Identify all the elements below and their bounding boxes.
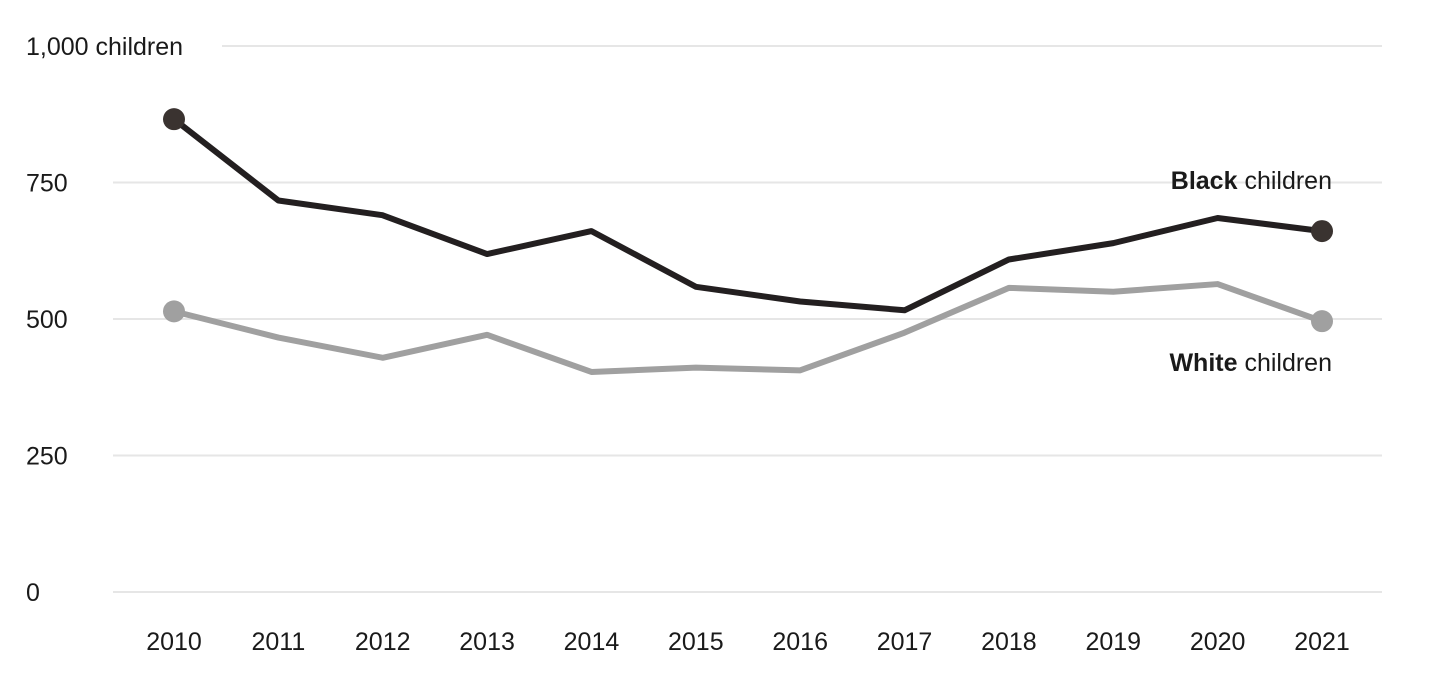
x-tick-label: 2021 [1294,628,1350,656]
y-tick-label: 1,000 children [26,33,183,61]
y-tick-label: 250 [26,443,68,471]
series-marker-black [163,108,185,131]
series-line-white [171,281,1325,375]
x-tick-label: 2020 [1190,628,1246,656]
x-tick-label: 2017 [877,628,933,656]
x-tick-label: 2010 [146,628,202,656]
series-marker-black [1311,220,1333,243]
y-tick-label: 750 [26,170,68,198]
x-axis-ticks: 2010 2011 2012 2013 2014 2015 2016 2017 2018 2019… [146,628,1350,656]
x-tick-label: 2014 [564,628,620,656]
y-axis-ticks: 0 250 500 750 1,000 children [26,33,183,607]
x-tick-label: 2018 [981,628,1037,656]
x-tick-label: 2016 [772,628,828,656]
series-label-white: White children [1169,349,1332,377]
y-tick-label: 500 [26,306,68,334]
series-line-black [171,116,1325,314]
gridlines [113,45,1382,593]
x-tick-label: 2019 [1085,628,1141,656]
series-marker-white [163,300,185,323]
x-tick-label: 2013 [459,628,515,656]
series-label-black: Black children [1171,167,1332,195]
x-tick-label: 2012 [355,628,411,656]
series-labels: Black children White children [1169,167,1332,377]
series-marker-white [1311,310,1333,333]
y-tick-label: 0 [26,579,40,607]
series [163,108,1333,375]
x-tick-label: 2015 [668,628,724,656]
x-tick-label: 2011 [251,628,305,656]
